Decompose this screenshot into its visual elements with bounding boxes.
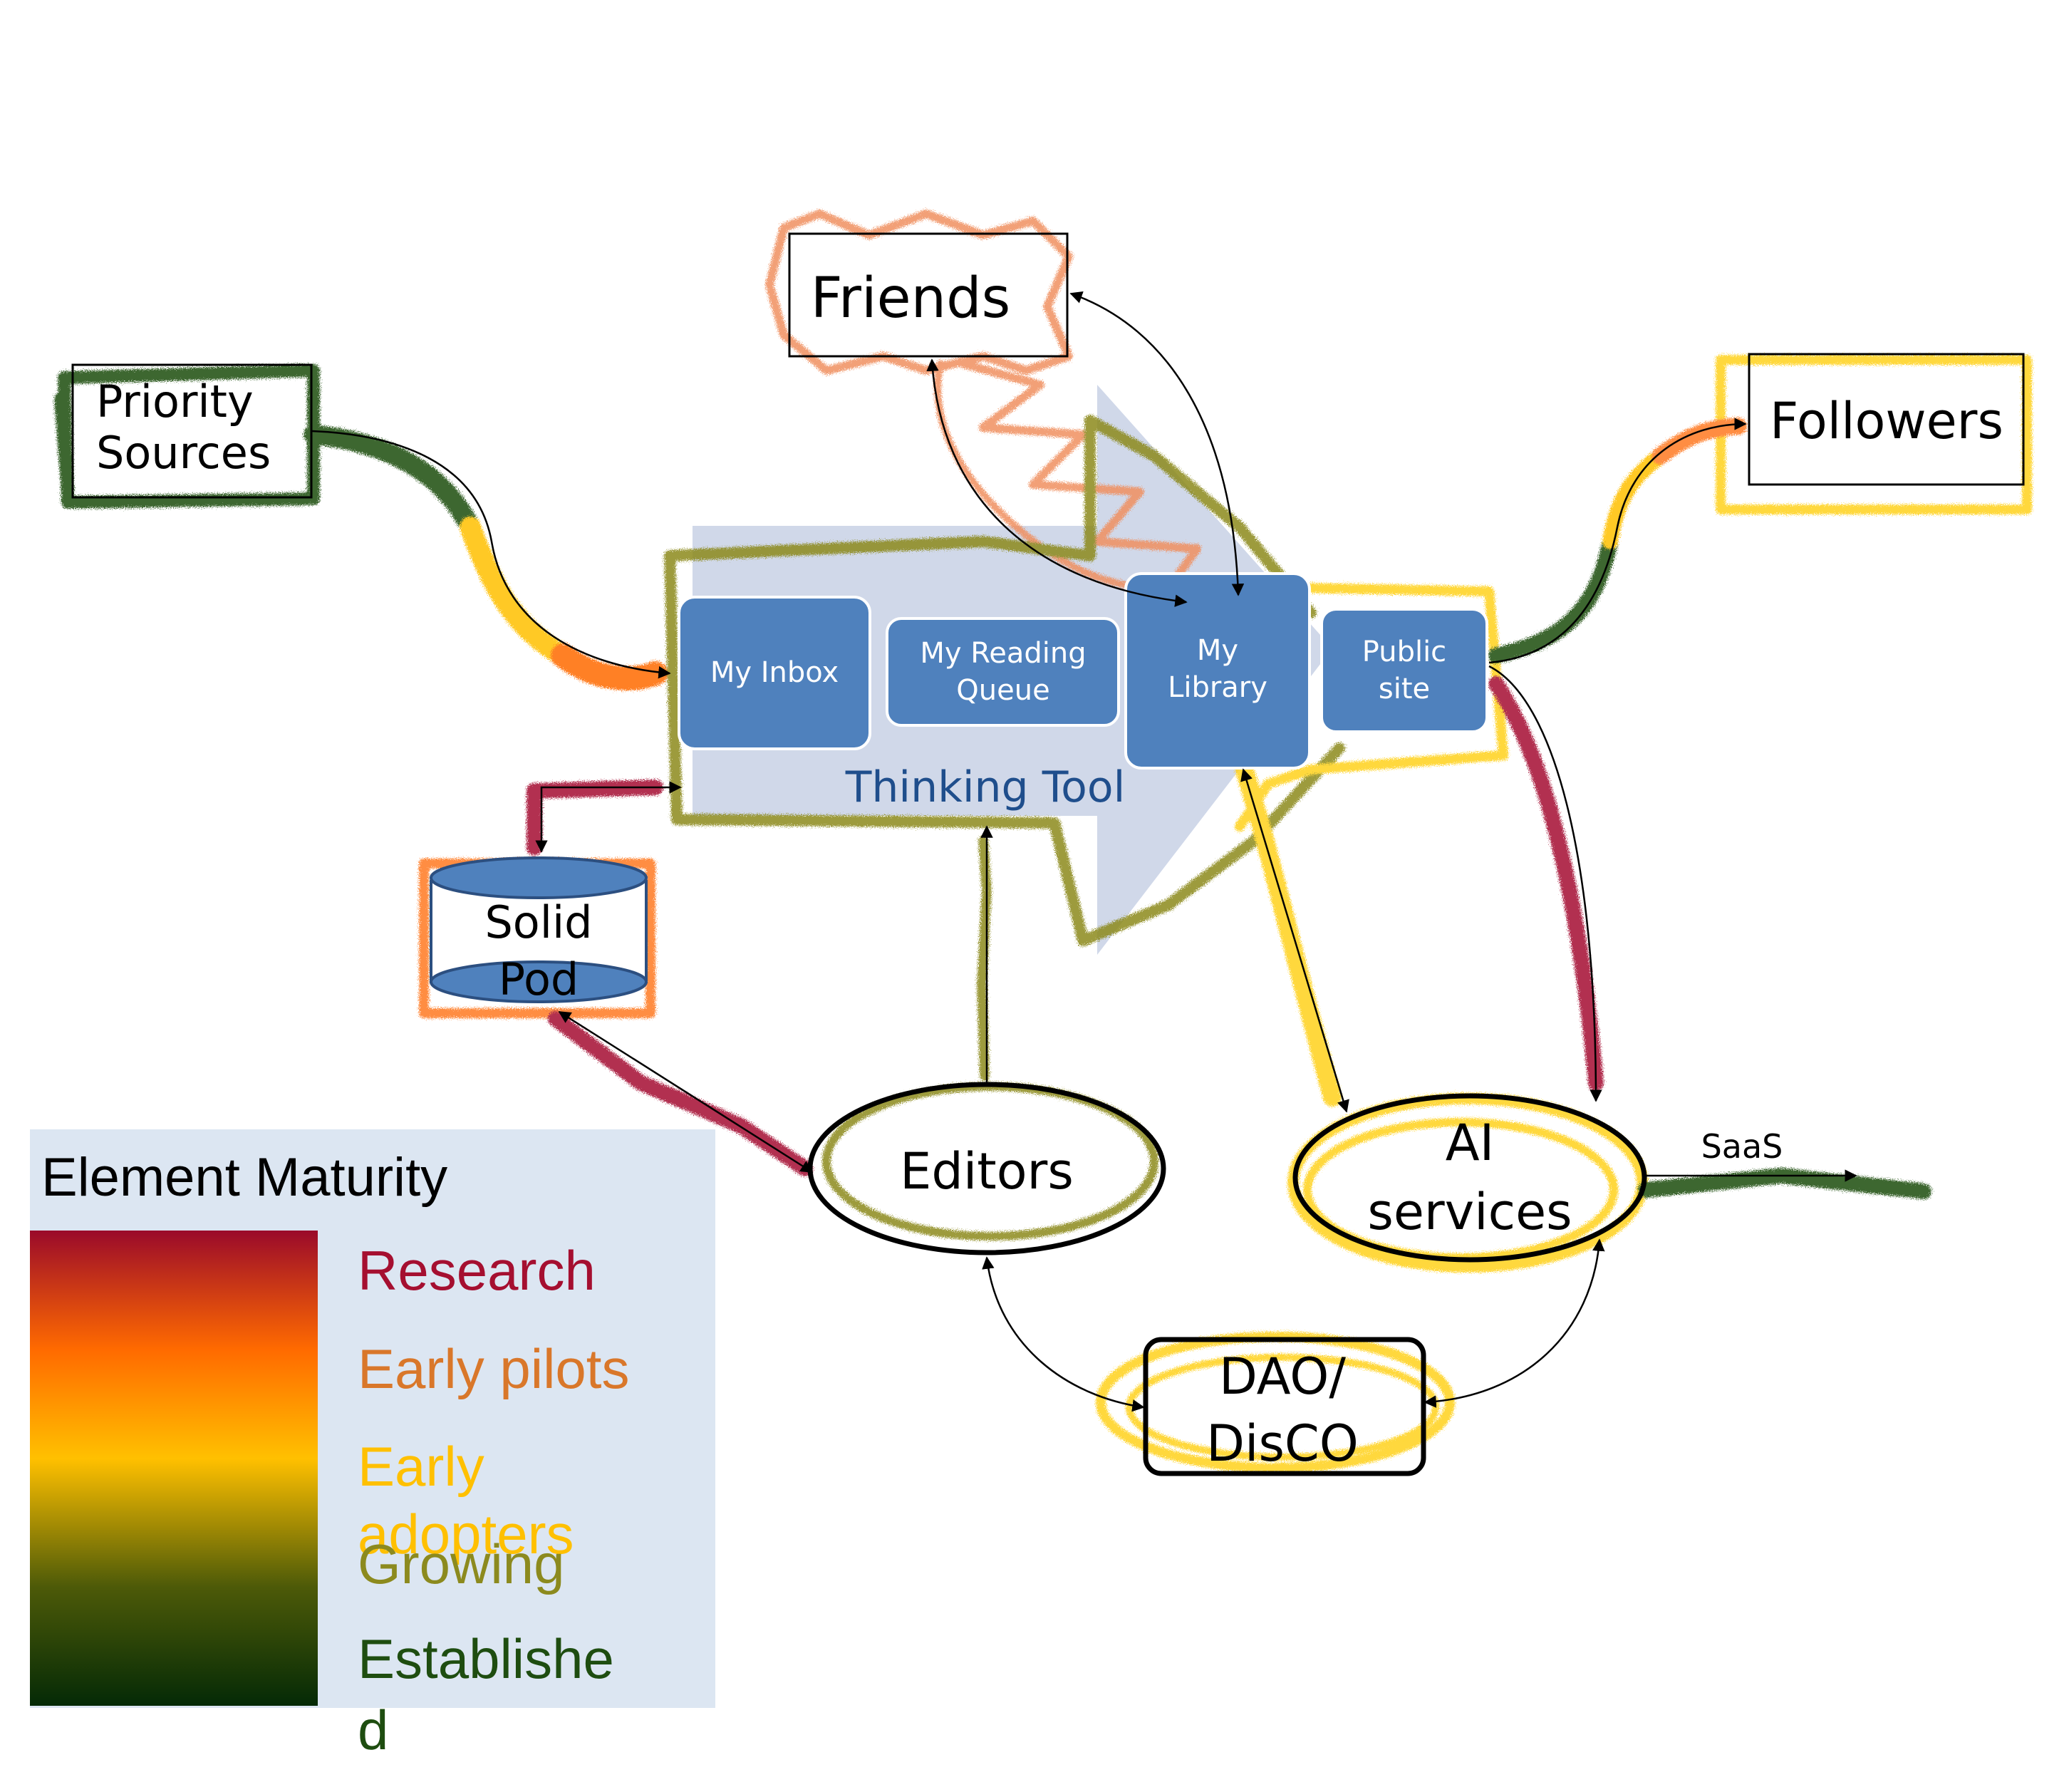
public-site-label-2: site	[1379, 673, 1430, 705]
dao-disco-label-1: DAO/	[1219, 1347, 1346, 1406]
library-label-2: Library	[1168, 671, 1267, 704]
public-site-box	[1320, 608, 1488, 733]
priority-highlight	[54, 364, 320, 509]
solid-pod-bottom	[430, 960, 648, 1003]
followers-trail-yellow	[1602, 448, 1668, 549]
editors-label: Editors	[900, 1142, 1074, 1201]
reading-queue-label-1: My Reading	[920, 637, 1086, 670]
priority-trail-yellow	[460, 517, 574, 666]
pod-tool-trail	[527, 780, 663, 856]
ai-services-label-2: services	[1367, 1183, 1572, 1241]
dao-disco-node[interactable]: DAO/ DisCO	[1143, 1337, 1426, 1476]
followers-box	[1748, 353, 2025, 486]
inbox-node[interactable]: My Inbox	[678, 596, 871, 750]
solid-pod-label-1: Solid	[484, 896, 592, 948]
legend-research: Research	[358, 1239, 596, 1302]
legend-growing: Growing	[358, 1533, 564, 1595]
ai-services-node[interactable]: AI services	[1292, 1093, 1647, 1263]
legend-gradient-bar	[30, 1231, 318, 1706]
inbox-label: My Inbox	[710, 656, 839, 689]
editors-node[interactable]: Editors	[807, 1082, 1166, 1255]
priority-trail-green	[304, 425, 480, 537]
friends-label: Friends	[811, 266, 1011, 331]
saas-trail	[1638, 1168, 1931, 1199]
arrow-pod-editors	[558, 1010, 814, 1174]
legend-title: Element Maturity	[41, 1147, 447, 1208]
saas-label: SaaS	[1701, 1127, 1783, 1166]
arrow-tool-pod	[535, 781, 682, 853]
maturity-legend: Element Maturity Research Early pilots E…	[30, 1129, 715, 1761]
arrow-friends-inbox	[926, 358, 1188, 607]
ai-services-label-1: AI	[1446, 1114, 1495, 1172]
legend-established-1: Establishe	[358, 1627, 614, 1690]
dao-disco-box	[1143, 1337, 1426, 1476]
arrow-friends-library	[1069, 291, 1245, 596]
priority-sources-label-1: Priority	[96, 376, 254, 428]
legend-early-pilots: Early pilots	[358, 1337, 629, 1400]
priority-sources-label-2: Sources	[96, 427, 271, 479]
legend-early-adopters-1: Early	[358, 1435, 484, 1498]
priority-trail-orange	[551, 643, 668, 690]
arrow-library-ai	[1240, 768, 1349, 1113]
dao-disco-label-2: DisCO	[1206, 1414, 1359, 1473]
followers-node[interactable]: Followers	[1748, 353, 2025, 486]
inbox-box	[678, 596, 871, 750]
arrow-editors-dao	[982, 1256, 1145, 1412]
public-site-label-1: Public	[1362, 636, 1446, 668]
arrow-public-ai	[1488, 665, 1602, 1102]
reading-queue-box	[886, 617, 1120, 727]
solid-pod-label-2: Pod	[499, 953, 579, 1005]
public-site-node[interactable]: Public site	[1320, 608, 1488, 733]
friends-box	[788, 232, 1069, 358]
arrow-priority-inbox	[311, 430, 671, 679]
followers-trail-green	[1488, 534, 1618, 663]
reading-queue-label-2: Queue	[956, 674, 1049, 707]
library-node[interactable]: My Library	[1124, 572, 1311, 770]
friends-highlight	[765, 209, 1073, 375]
legend-established-2: d	[358, 1699, 388, 1761]
reading-queue-node[interactable]: My Reading Queue	[886, 617, 1120, 727]
thinking-tool-label: Thinking Tool	[845, 762, 1126, 812]
public-ai-trail	[1488, 676, 1604, 1091]
solid-pod-top	[430, 856, 648, 899]
arrow-ai-dao	[1424, 1238, 1605, 1408]
editors-tool-trail	[977, 836, 992, 1081]
solid-pod-node[interactable]: Solid Pod	[430, 856, 648, 1005]
friends-node[interactable]: Friends	[788, 232, 1069, 358]
followers-trail-orange	[1651, 418, 1747, 465]
followers-label: Followers	[1770, 392, 2003, 450]
library-label-1: My	[1197, 634, 1238, 667]
priority-sources-node[interactable]: Priority Sources	[71, 363, 313, 499]
arrow-public-followers	[1488, 418, 1747, 664]
priority-sources-box	[71, 363, 313, 499]
legend-early-adopters-2: adopters	[358, 1503, 574, 1565]
